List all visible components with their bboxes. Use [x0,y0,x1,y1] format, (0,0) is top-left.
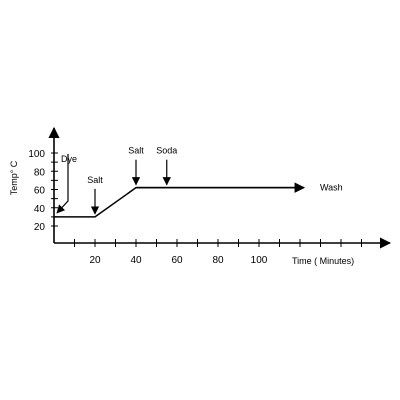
annotation-label-salt: Salt [87,175,103,185]
x-tick-label: 80 [212,255,224,266]
x-tick-label: 100 [251,255,268,266]
axes [48,126,392,249]
annotations: Dye Salt Salt Soda Wash [56,146,343,215]
x-tick-label: 60 [171,255,183,266]
y-tick-label: 40 [34,204,46,215]
wash-annotation-label: Wash [320,183,343,193]
x-axis-title: Time ( Minutes) [292,256,354,266]
annotation-label-soda: Soda [156,146,177,156]
dye-annotation-label: Dye [61,154,77,164]
y-tick-label: 80 [34,167,46,178]
ticks: 20 40 60 80 100 20 40 60 80 100 [28,149,383,266]
temperature-profile-line [54,186,300,218]
x-tick-label: 40 [130,255,142,266]
annotation-label-salt: Salt [128,146,144,156]
y-tick-label: 20 [34,222,46,233]
dye-annotation-arrow [56,154,69,214]
y-tick-label: 60 [34,186,46,197]
y-tick-label: 100 [28,149,45,160]
y-axis-title: Temp° C [9,160,19,195]
series-lines [54,182,306,218]
x-tick-label: 20 [89,255,101,266]
